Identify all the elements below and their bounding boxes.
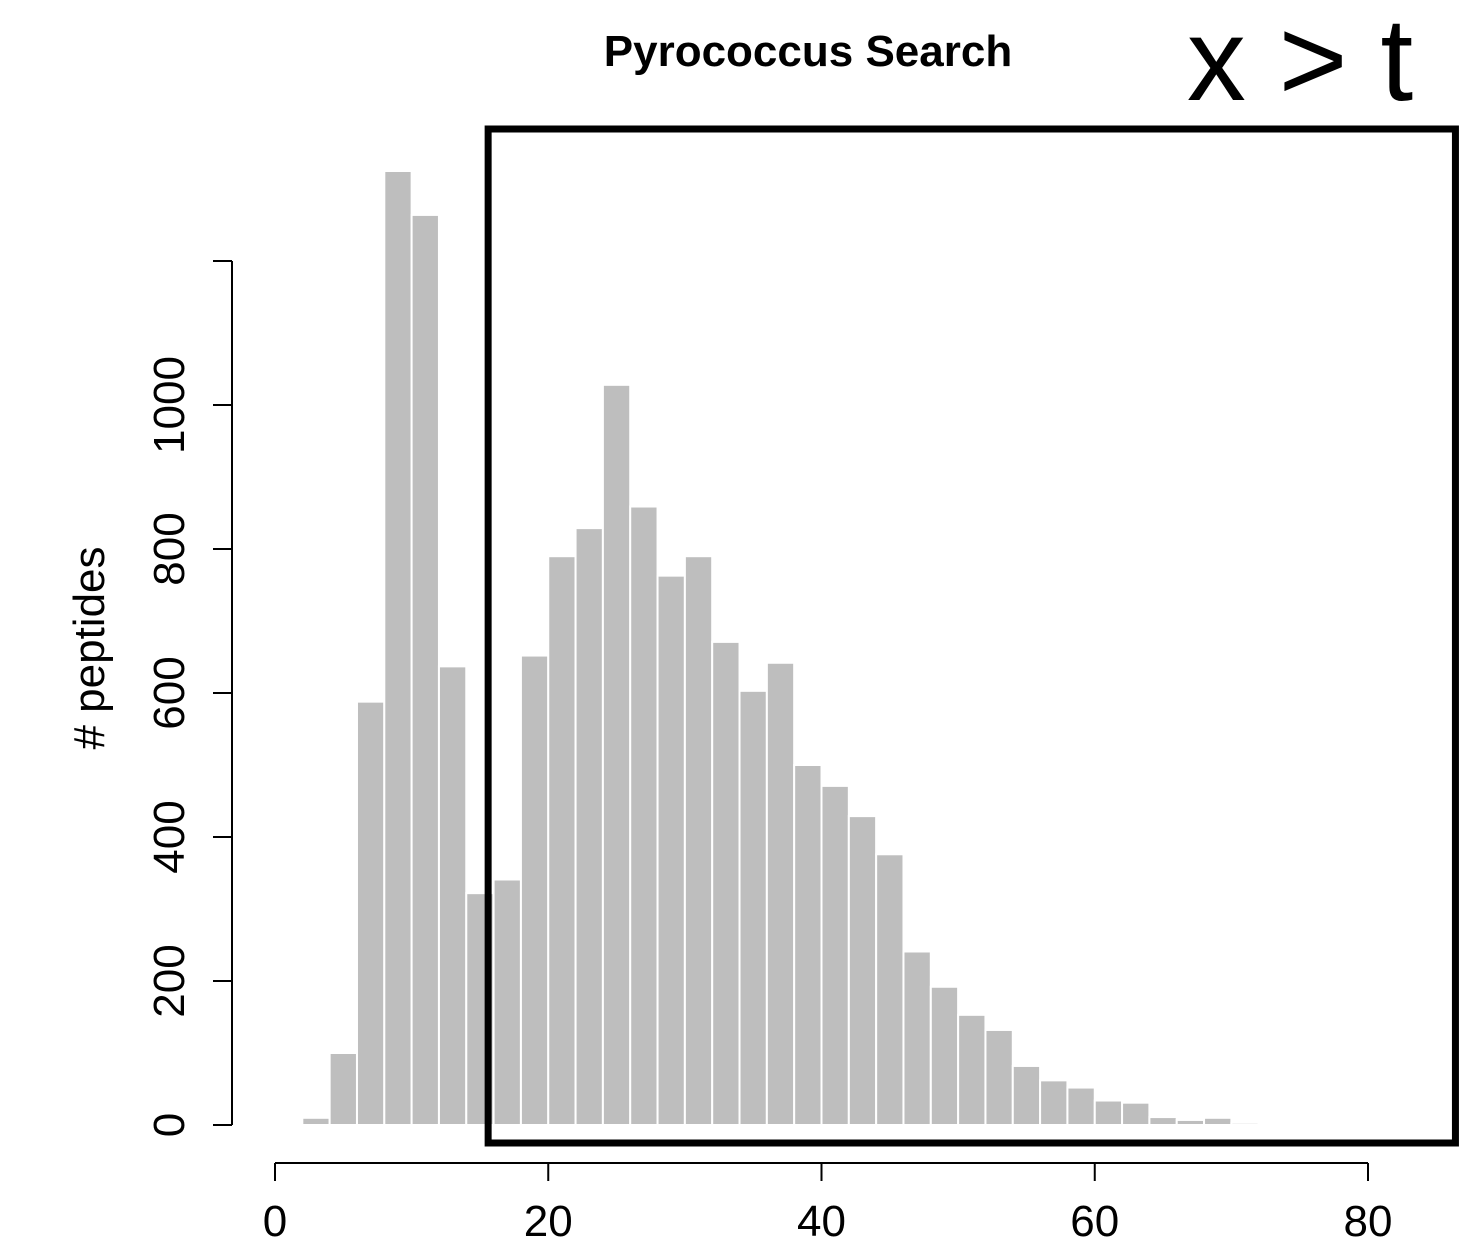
x-tick-label: 80 [1344,1197,1393,1246]
histogram-bar [410,213,440,1127]
histogram-bar [383,170,413,1126]
chart-title: Pyrococcus Search [604,27,1012,76]
y-axis: 0 200 400 600 800 1000 [145,260,233,1137]
histogram-bar [1203,1116,1233,1127]
histogram-bar [1175,1118,1206,1126]
histogram-bar [929,985,960,1127]
x-tick-label: 0 [263,1197,287,1246]
histogram-bar [1148,1116,1178,1126]
histogram-bar [765,661,796,1126]
histogram-bar [1039,1079,1069,1126]
histogram-bar [1066,1086,1096,1127]
histogram-bar [683,555,714,1126]
histogram-bar [957,1013,987,1127]
y-tick-label: 600 [145,656,194,729]
x-axis: 0 20 40 60 80 [263,1162,1393,1246]
histogram-bar [984,1028,1014,1126]
threshold-region-box [484,125,1459,1147]
histogram-bar [1257,1123,1288,1127]
y-tick-label: 1000 [145,356,194,454]
y-tick-label: 200 [145,944,194,1017]
y-tick-label: 0 [145,1113,194,1137]
histogram-bar [656,574,686,1126]
x-tick-label: 40 [797,1197,846,1246]
x-tick-label: 60 [1070,1197,1119,1246]
histogram-bar [328,1052,358,1126]
x-tick-label: 20 [524,1197,573,1246]
histogram-bar [875,853,905,1127]
histogram-bar [574,527,604,1126]
histogram-bar [902,950,932,1126]
histogram-bar [437,665,468,1126]
histogram-bar [1093,1099,1124,1127]
histogram-bar [793,764,823,1126]
y-tick-label: 400 [145,800,194,873]
histogram-bar [355,700,386,1126]
histogram-bar [519,654,550,1126]
histogram-bar [711,640,741,1126]
histogram-bar [629,505,659,1126]
histogram-bar [301,1116,331,1127]
histogram-bar [547,555,577,1126]
histogram-bar [492,878,522,1126]
histogram-bar [601,383,632,1126]
histogram-bar [1230,1121,1260,1126]
histogram-bar [847,815,878,1126]
threshold-annotation: x > t [1187,0,1413,126]
y-axis-label: # peptides [65,546,114,749]
histogram-bar [738,689,768,1127]
y-tick-label: 800 [145,512,194,585]
histogram-bar [820,784,850,1126]
bars-group [301,170,1288,1127]
histogram-bar [1121,1101,1151,1127]
histogram-bar [1011,1064,1042,1126]
